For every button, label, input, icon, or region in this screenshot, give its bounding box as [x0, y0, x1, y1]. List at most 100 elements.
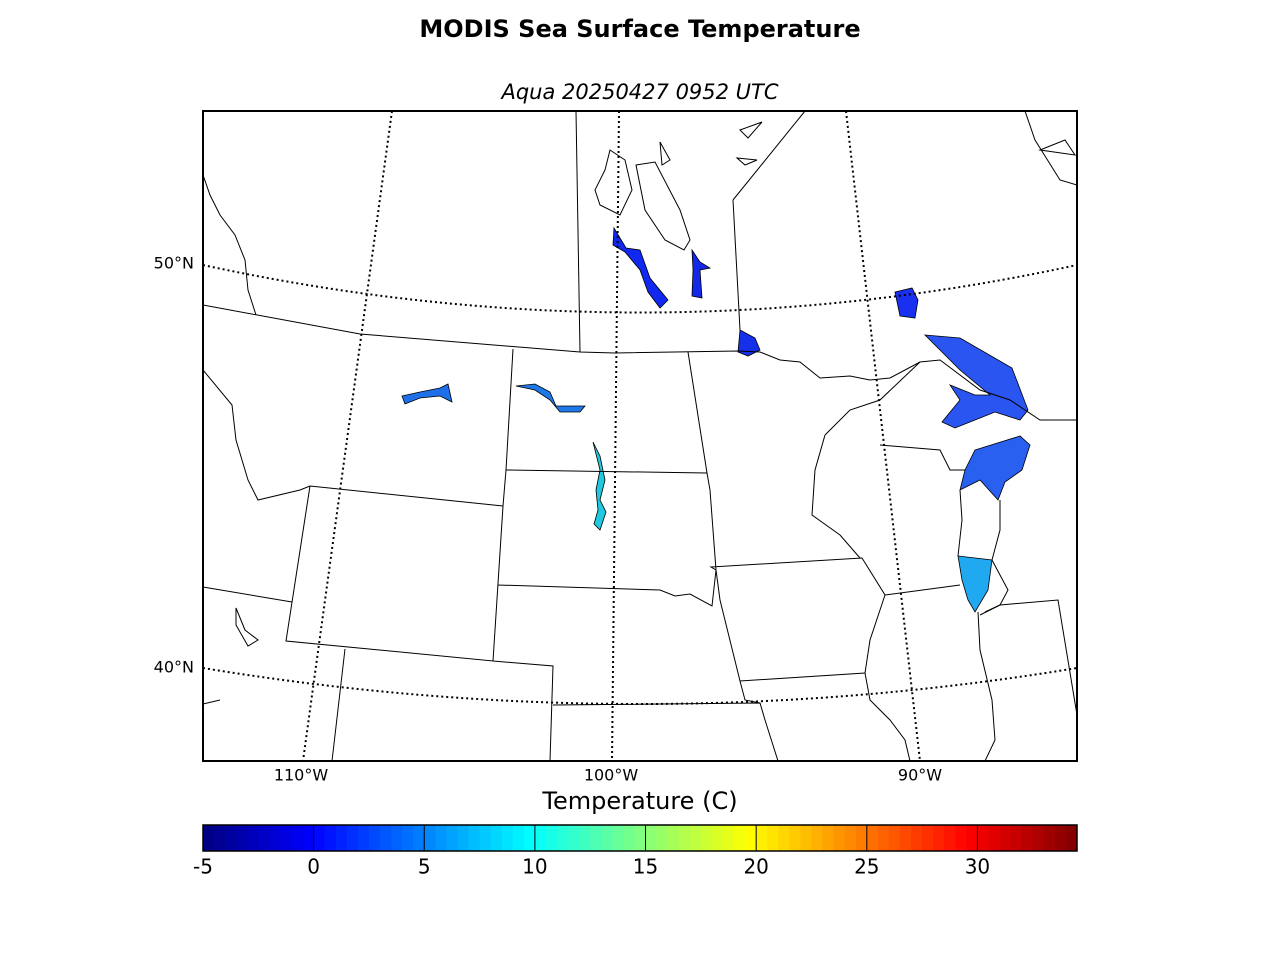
- colorbar-cell: [944, 825, 956, 851]
- colorbar-cell: [424, 825, 436, 851]
- colorbar: -5 0 5 10 15 20 25 30: [193, 824, 1078, 879]
- colorbar-cell: [368, 825, 381, 851]
- map: [203, 111, 1077, 761]
- colorbar-label: Temperature (C): [541, 787, 737, 815]
- colorbar-cell: [833, 825, 846, 851]
- colorbar-tick-label: 0: [307, 855, 320, 879]
- coastline: [594, 141, 691, 251]
- title: MODIS Sea Surface Temperature: [419, 15, 860, 43]
- colorbar-cell: [778, 825, 790, 851]
- border: [864, 584, 1077, 761]
- meridian: [611, 111, 620, 761]
- lake-winnipeg: [612, 226, 669, 309]
- border: [203, 304, 1077, 421]
- coastline: [235, 111, 1077, 647]
- colorbar-cell: [446, 825, 458, 851]
- colorbar-cell: [977, 825, 989, 851]
- colorbar-cell: [335, 825, 348, 851]
- colorbar-cell: [1043, 825, 1056, 851]
- colorbar-cell: [214, 825, 226, 851]
- colorbar-cell: [380, 825, 392, 851]
- colorbar-cell: [357, 825, 370, 851]
- colorbar-cell: [269, 825, 281, 851]
- lake-michigan-north: [959, 435, 1031, 501]
- colorbar-cell: [479, 825, 492, 851]
- lake-sakakawea: [515, 383, 586, 413]
- colorbar-cell: [391, 825, 403, 851]
- colorbar-tick-label: 10: [522, 855, 547, 879]
- lat-label: 40°N: [154, 658, 194, 677]
- colorbar-cell: [888, 825, 901, 851]
- colorbar-cell: [280, 825, 293, 851]
- colorbar-cell: [490, 825, 503, 851]
- colorbar-cell: [258, 825, 270, 851]
- colorbar-cell: [435, 825, 447, 851]
- colorbar-cell: [247, 825, 259, 851]
- colorbar-tick-label: 25: [854, 855, 879, 879]
- colorbar-cell: [612, 825, 624, 851]
- fort-peck-lake: [401, 383, 453, 405]
- colorbar-cell: [579, 825, 591, 851]
- colorbar-cell: [313, 825, 326, 851]
- colorbar-cell: [966, 825, 978, 851]
- colorbar-cell: [800, 825, 812, 851]
- colorbar-cell: [468, 825, 481, 851]
- lake-michigan-south: [957, 555, 993, 613]
- colorbar-cell: [346, 825, 359, 851]
- colorbar-tick-label: 15: [633, 855, 658, 879]
- parallel: [203, 264, 1077, 314]
- colorbar-cell: [302, 825, 315, 851]
- lon-label: 90°W: [898, 766, 942, 785]
- colorbar-cell: [722, 825, 735, 851]
- colorbar-cell: [324, 825, 337, 851]
- colorbar-cell: [678, 825, 691, 851]
- colorbar-cell: [1021, 825, 1034, 851]
- colorbar-cell: [933, 825, 945, 851]
- colorbar-cell: [534, 825, 547, 851]
- lake-nipigon: [894, 287, 919, 319]
- colorbar-cell: [501, 825, 514, 851]
- colorbar-cell: [1054, 825, 1067, 851]
- colorbar-cell: [523, 825, 536, 851]
- colorbar-cell: [667, 825, 680, 851]
- lake-winnipegosis: [691, 248, 712, 299]
- border: [203, 369, 779, 761]
- colorbar-tick-label: 30: [965, 855, 990, 879]
- colorbar-cell: [1065, 825, 1078, 851]
- border: [203, 174, 293, 705]
- colorbar-cell: [656, 825, 669, 851]
- colorbar-tick-label: -5: [193, 855, 213, 879]
- coastline: [811, 361, 1009, 613]
- colorbar-cell: [601, 825, 613, 851]
- colorbar-cell: [899, 825, 912, 851]
- colorbar-cell: [457, 825, 470, 851]
- border: [502, 348, 886, 682]
- colorbar-cell: [545, 825, 558, 851]
- colorbar-cell: [225, 825, 237, 851]
- colorbar-cell: [557, 825, 569, 851]
- colorbar-cell: [789, 825, 801, 851]
- colorbar-cell: [955, 825, 967, 851]
- colorbar-cell: [822, 825, 835, 851]
- colorbar-cell: [844, 825, 857, 851]
- map-frame: [202, 110, 1078, 762]
- colorbar-cell: [512, 825, 525, 851]
- colorbar-cell: [988, 825, 1001, 851]
- colorbar-cell: [855, 825, 868, 851]
- colorbar-cell: [1010, 825, 1023, 851]
- lon-label: 110°W: [274, 766, 329, 785]
- colorbar-cell: [402, 825, 414, 851]
- colorbar-cell: [291, 825, 304, 851]
- colorbar-tick-label: 5: [418, 855, 431, 879]
- colorbar-cell: [203, 825, 215, 851]
- colorbar-cell: [911, 825, 923, 851]
- lake-of-the-woods: [737, 329, 761, 357]
- colorbar-cell: [700, 825, 713, 851]
- colorbar-cell: [568, 825, 580, 851]
- colorbar-tick-label: 20: [743, 855, 768, 879]
- colorbar-cell: [634, 825, 647, 851]
- colorbar-cell: [756, 825, 768, 851]
- colorbar-cell: [236, 825, 248, 851]
- lake-superior: [923, 334, 1029, 429]
